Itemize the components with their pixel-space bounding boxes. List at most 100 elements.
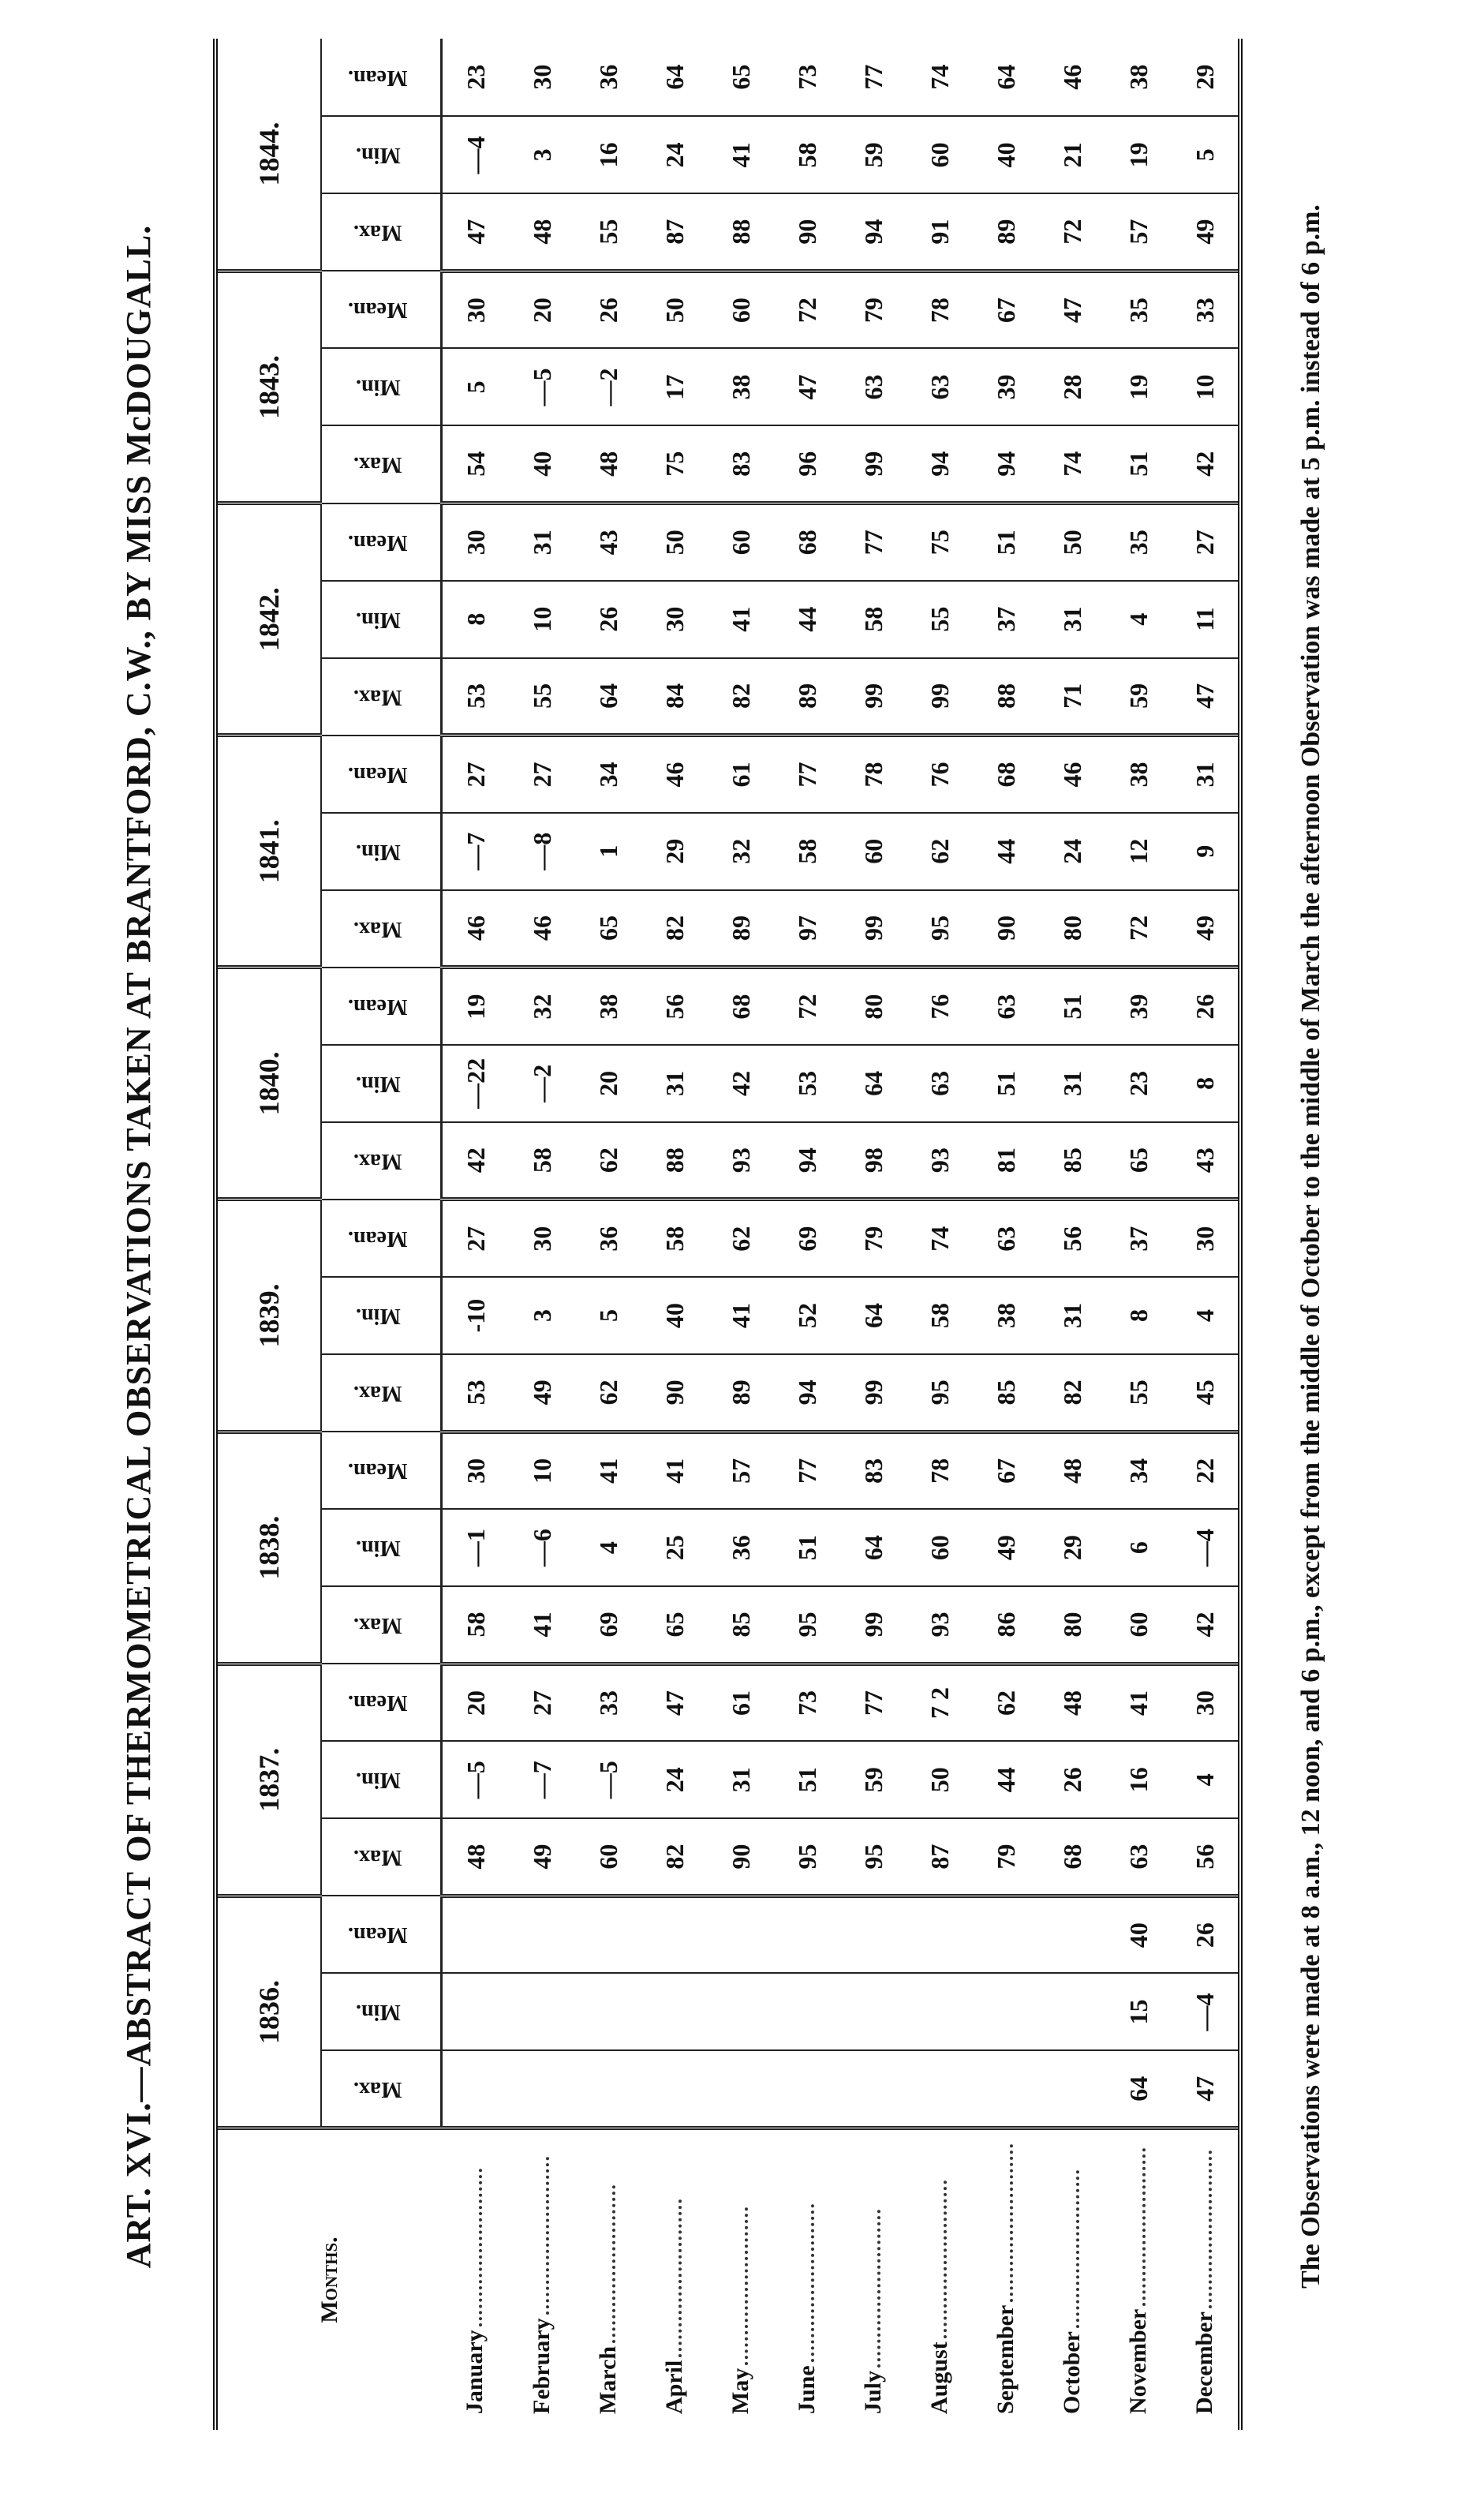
month-cell: November	[1105, 2128, 1172, 2430]
value-cell: 4	[1172, 1276, 1240, 1355]
value-cell: 60	[906, 1509, 973, 1587]
value-cell: 6	[1105, 1509, 1172, 1587]
subheader-cell: Max.	[321, 1818, 442, 1896]
value-cell: 65	[1105, 1121, 1172, 1200]
value-cell: 99	[840, 1354, 906, 1432]
subheader-cell: Mean.	[321, 735, 442, 813]
value-cell: 55	[575, 193, 641, 271]
value-cell: 38	[973, 1276, 1039, 1355]
value-cell: 60	[840, 812, 906, 890]
month: September	[992, 2304, 1019, 2414]
year-header: 1836.	[215, 1896, 321, 2128]
value-cell: 41	[708, 580, 774, 658]
subheader: Mean.	[348, 298, 408, 323]
subheader-cell: Mean.	[321, 39, 442, 117]
value-cell: 17	[641, 348, 708, 426]
value-cell	[774, 1896, 840, 1974]
value-cell: 48	[509, 193, 575, 271]
value-cell: 60	[708, 503, 774, 581]
subheader-cell: Mean.	[321, 1896, 442, 1974]
value-cell: 8	[1105, 1276, 1172, 1355]
value-cell: 49	[509, 1354, 575, 1432]
value-cell: 64	[840, 1276, 906, 1355]
data-row: February 49 —7 27 41 —6 10 49 3 30 58 —2 32 46 —8 27 55 1…	[509, 39, 575, 2430]
month-cell: July	[840, 2128, 906, 2430]
value-cell: -10	[441, 1276, 509, 1355]
value-cell	[840, 2050, 906, 2128]
subheader: Mean.	[348, 762, 408, 787]
value-cell: 28	[1039, 348, 1105, 426]
value-cell: 91	[906, 193, 973, 271]
value-cell: 41	[509, 1586, 575, 1664]
leader	[1010, 2143, 1013, 2302]
value-cell: 5	[441, 348, 509, 426]
value-cell: 37	[1105, 1199, 1172, 1277]
value-cell: 65	[641, 1586, 708, 1664]
value-cell: 7 2	[906, 1664, 973, 1742]
value-cell: 4	[1172, 1741, 1240, 1819]
subheader: Mean.	[348, 994, 408, 1019]
subheader-cell: Min.	[321, 1741, 442, 1819]
data-row: June 95 51 73 95 51 77 94 52 69 94 53 72 97 58 77 89 44 68…	[774, 39, 840, 2430]
subheader: Max.	[353, 1845, 402, 1870]
value-cell: 64	[973, 39, 1039, 117]
value-cell: 79	[840, 1199, 906, 1277]
value-cell: 76	[906, 735, 973, 813]
data-row: December 47 —4 26 56 4 30 42 —4 22 45 4 30 43 8 26 49 9 31…	[1172, 39, 1240, 2430]
value-cell: 8	[1172, 1044, 1240, 1122]
subheader-cell: Max.	[321, 425, 442, 503]
observation-table: Months. 1836. 1837. 1838. 1839. 1840. 1841. 184…	[213, 39, 1243, 2430]
value-cell: 23	[441, 39, 509, 117]
value-cell: 50	[1039, 503, 1105, 581]
value-cell: 46	[509, 889, 575, 968]
value-cell: 47	[1172, 2050, 1240, 2128]
value-cell: 20	[509, 271, 575, 349]
value-cell: 46	[641, 735, 708, 813]
subheader-cell: Max.	[321, 1586, 442, 1664]
value-cell: 65	[575, 889, 641, 968]
value-cell: 85	[708, 1586, 774, 1664]
year-header: 1837.	[215, 1664, 321, 1896]
value-cell: 46	[441, 889, 509, 968]
data-row: October 68 26 48 80 29 48 82 31 56 85 31 51 80 24 46 71 3…	[1039, 39, 1105, 2430]
value-cell: 77	[840, 1664, 906, 1742]
value-cell	[708, 1973, 774, 2051]
value-cell: 74	[906, 1199, 973, 1277]
leader	[1142, 2147, 1146, 2306]
value-cell: 34	[1105, 1432, 1172, 1510]
value-cell: 5	[575, 1276, 641, 1355]
value-cell: 19	[1105, 116, 1172, 194]
value-cell: 83	[708, 425, 774, 503]
subheader: Max.	[353, 1381, 402, 1406]
value-cell: 95	[906, 1354, 973, 1432]
value-cell: 95	[774, 1818, 840, 1896]
month: August	[926, 2341, 952, 2414]
value-cell	[641, 1973, 708, 2051]
subheader: Mean.	[348, 530, 408, 555]
value-cell: 64	[641, 39, 708, 117]
value-cell: 31	[641, 1044, 708, 1122]
month: February	[529, 2318, 555, 2414]
month-cell: May	[708, 2128, 774, 2430]
value-cell: 48	[1039, 1664, 1105, 1742]
leader	[877, 2209, 880, 2368]
value-cell: 36	[575, 1199, 641, 1277]
value-cell: 55	[509, 657, 575, 736]
value-cell: 31	[708, 1741, 774, 1819]
value-cell: 95	[774, 1586, 840, 1664]
month-cell: August	[906, 2128, 973, 2430]
value-cell: 57	[708, 1432, 774, 1510]
value-cell	[441, 2050, 509, 2128]
value-cell: 58	[774, 812, 840, 890]
subheader: Min.	[355, 2000, 401, 2025]
value-cell: 53	[441, 1354, 509, 1432]
value-cell: 30	[1172, 1664, 1240, 1742]
value-cell: 72	[1105, 889, 1172, 968]
subheader-cell: Min.	[321, 348, 442, 426]
value-cell: 64	[575, 657, 641, 736]
month-cell: December	[1172, 2128, 1240, 2430]
value-cell: 31	[509, 503, 575, 581]
data-row: January 48 —5 20 58 —1 30 53 -10 27 42 —22 19 46 —7 27 5…	[441, 39, 509, 2430]
value-cell: —8	[509, 812, 575, 890]
